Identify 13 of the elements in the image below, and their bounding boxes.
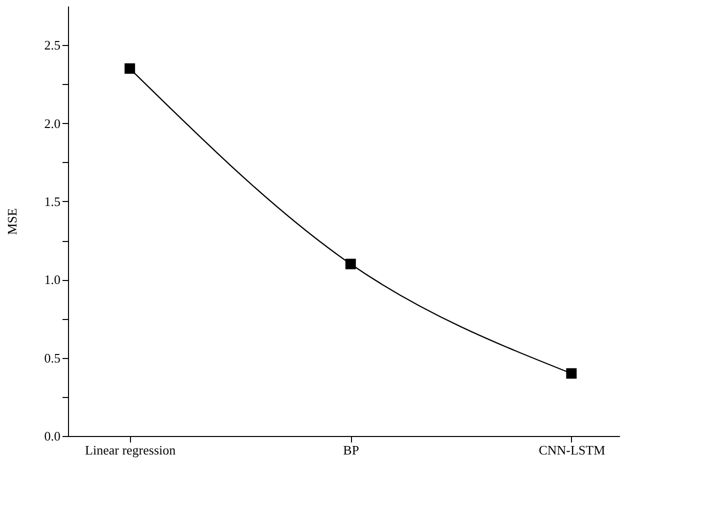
point <box>566 368 577 379</box>
x-tick-label: BP <box>343 442 360 458</box>
y-tick-label: 0.0 <box>44 428 60 444</box>
y-tick-label: 2.5 <box>44 38 60 53</box>
y-tick-label: 2.0 <box>44 116 60 131</box>
y-axis-title: MSE <box>4 208 20 235</box>
y-tick-label: 0.5 <box>44 350 60 366</box>
x-tick-label: Linear regression <box>85 442 176 458</box>
x-tick-label: CNN-LSTM <box>538 442 606 458</box>
point <box>345 258 356 270</box>
y-tick-label: 1.5 <box>44 194 60 209</box>
y-tick-label: 1.0 <box>44 272 60 288</box>
point <box>124 63 136 74</box>
